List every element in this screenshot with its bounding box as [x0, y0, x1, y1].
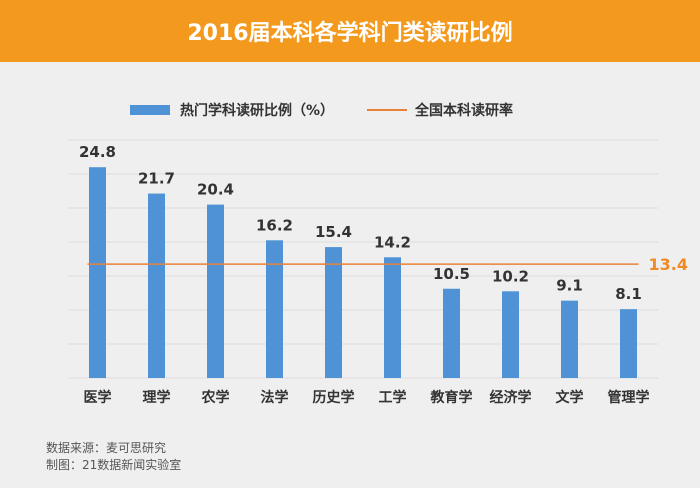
category-label: 教育学: [431, 389, 473, 406]
bar: [561, 300, 578, 378]
data-label: 8.1: [615, 285, 642, 303]
data-label: 15.4: [315, 223, 352, 241]
legend-line-swatch: [367, 109, 407, 111]
bar: [502, 291, 519, 378]
data-label: 14.2: [374, 233, 411, 251]
footer: 数据来源：麦可思研究 制图：21数据新闻实验室: [46, 440, 181, 474]
data-source-note: 数据来源：麦可思研究: [46, 441, 167, 455]
legend-line-label: 全国本科读研率: [415, 103, 513, 119]
bar: [207, 204, 224, 378]
data-label: 9.1: [556, 277, 583, 295]
credit-note: 制图：21数据新闻实验室: [46, 458, 182, 472]
category-label: 工学: [379, 389, 407, 406]
category-label: 文学: [556, 389, 584, 406]
data-label: 24.8: [79, 143, 116, 161]
category-label: 经济学: [490, 389, 532, 406]
bar: [325, 247, 342, 378]
data-label: 20.4: [197, 181, 234, 199]
legend-bar-swatch: [130, 105, 170, 115]
bar: [89, 167, 106, 378]
bar: [384, 257, 401, 378]
category-label: 管理学: [608, 389, 650, 406]
chart-title: 2016届本科各学科门类读研比例: [187, 21, 513, 46]
bar: [620, 309, 637, 378]
category-label: 法学: [261, 389, 289, 406]
reference-line-label: 13.4: [649, 255, 688, 274]
data-label: 10.2: [492, 267, 529, 285]
bar: [266, 240, 283, 378]
legend: 热门学科读研比例（%） 全国本科读研率: [0, 100, 700, 120]
title-banner: 2016届本科各学科门类读研比例: [0, 0, 700, 62]
data-label: 10.5: [433, 265, 470, 283]
category-label: 历史学: [313, 389, 355, 406]
category-label: 医学: [84, 389, 112, 406]
bar: [443, 288, 460, 378]
category-label: 农学: [201, 389, 230, 406]
data-label: 16.2: [256, 216, 293, 234]
category-label: 理学: [143, 389, 171, 406]
legend-bar-label: 热门学科读研比例（%）: [180, 103, 335, 119]
data-label: 21.7: [138, 170, 175, 188]
bar: [148, 193, 165, 378]
